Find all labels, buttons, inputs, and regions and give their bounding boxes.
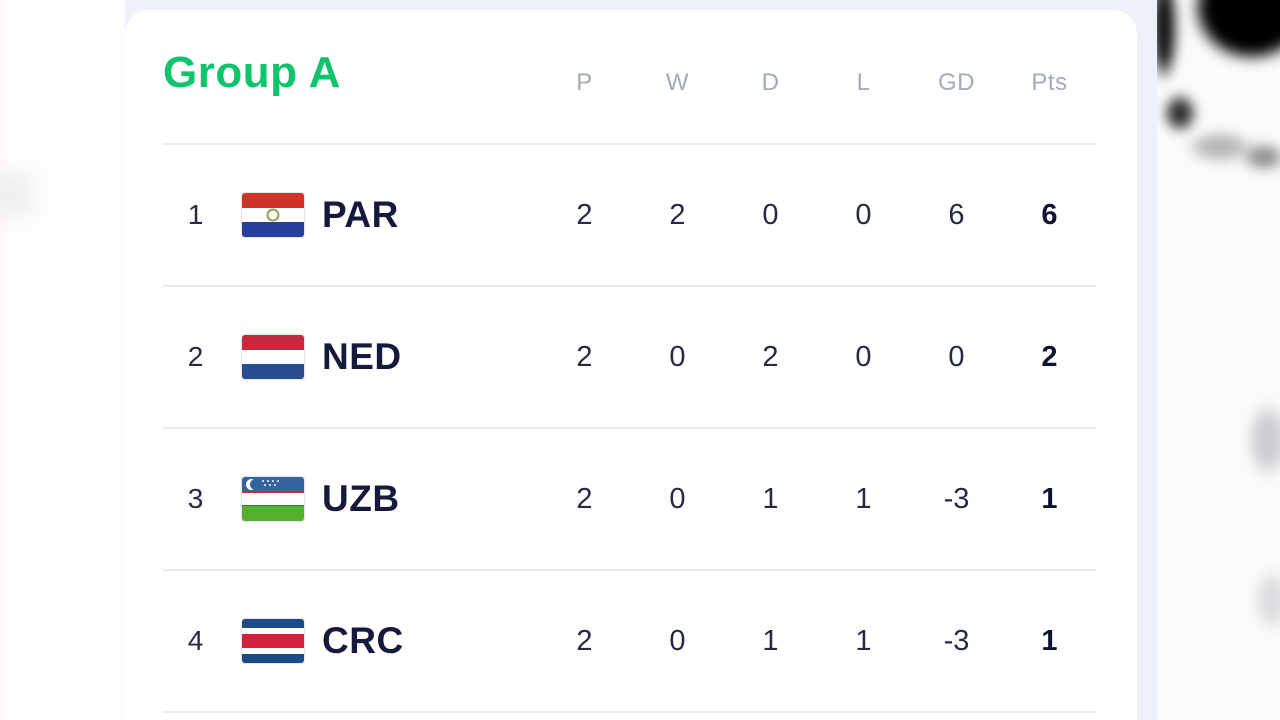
uzbekistan-stars [262,480,264,482]
netherlands-flag-icon [242,335,304,379]
stat-won: 0 [669,482,686,515]
stat-goal-difference: -3 [943,482,970,515]
team-code: UZB [322,478,400,519]
uzbekistan-flag-icon [242,477,304,521]
stat-played: 2 [576,482,593,515]
stat-goal-difference: 0 [948,340,965,373]
background-photo [1157,0,1280,720]
column-header-points: Pts [1031,68,1068,96]
stat-played: 2 [576,198,593,231]
table-row-netherlands[interactable]: 2 NED 2 0 2 0 0 2 [163,285,1096,427]
stat-points: 1 [1041,482,1058,515]
stat-points: 2 [1041,340,1058,373]
paraguay-flag-icon [242,193,304,237]
table-header: Group A P W D L GD Pts [163,10,1096,143]
stat-drawn: 1 [762,482,779,515]
stat-drawn: 2 [762,340,779,373]
next-row-divider [163,711,1096,720]
rank-label: 3 [187,483,204,514]
team-code: NED [322,336,402,377]
table-row-uzbekistan[interactable]: 3 UZB 2 0 1 1 -3 1 [163,427,1096,569]
stat-drawn: 0 [762,198,779,231]
stat-won: 0 [669,624,686,657]
background-photo-blur [1157,0,1280,720]
paraguay-emblem [266,208,280,222]
standings-card: Group A P W D L GD Pts 1 PAR 2 2 0 0 6 6… [125,10,1137,720]
column-header-won: W [665,68,690,96]
stat-played: 2 [576,624,593,657]
table-row-paraguay[interactable]: 1 PAR 2 2 0 0 6 6 [163,143,1096,285]
stat-points: 6 [1041,198,1058,231]
rank-label: 1 [187,199,204,230]
table-row-costa-rica[interactable]: 4 CRC 2 0 1 1 -3 1 [163,569,1096,711]
column-header-goal-difference: GD [938,68,975,96]
stat-lost: 1 [855,624,872,657]
stat-lost: 0 [855,340,872,373]
stat-won: 0 [669,340,686,373]
stat-goal-difference: 6 [948,198,965,231]
column-header-lost: L [856,68,871,96]
stat-lost: 0 [855,198,872,231]
stat-goal-difference: -3 [943,624,970,657]
stat-won: 2 [669,198,686,231]
stat-drawn: 1 [762,624,779,657]
costa-rica-flag-icon [242,619,304,663]
rank-label: 2 [187,341,204,372]
rank-label: 4 [187,625,204,656]
team-code: CRC [322,620,404,661]
team-code: PAR [322,194,399,235]
column-header-drawn: D [761,68,780,96]
stat-lost: 1 [855,482,872,515]
left-background [0,0,125,720]
stat-points: 1 [1041,624,1058,657]
column-header-played: P [576,68,593,96]
background-smudge [0,172,34,216]
group-title: Group A [163,47,341,97]
stat-played: 2 [576,340,593,373]
